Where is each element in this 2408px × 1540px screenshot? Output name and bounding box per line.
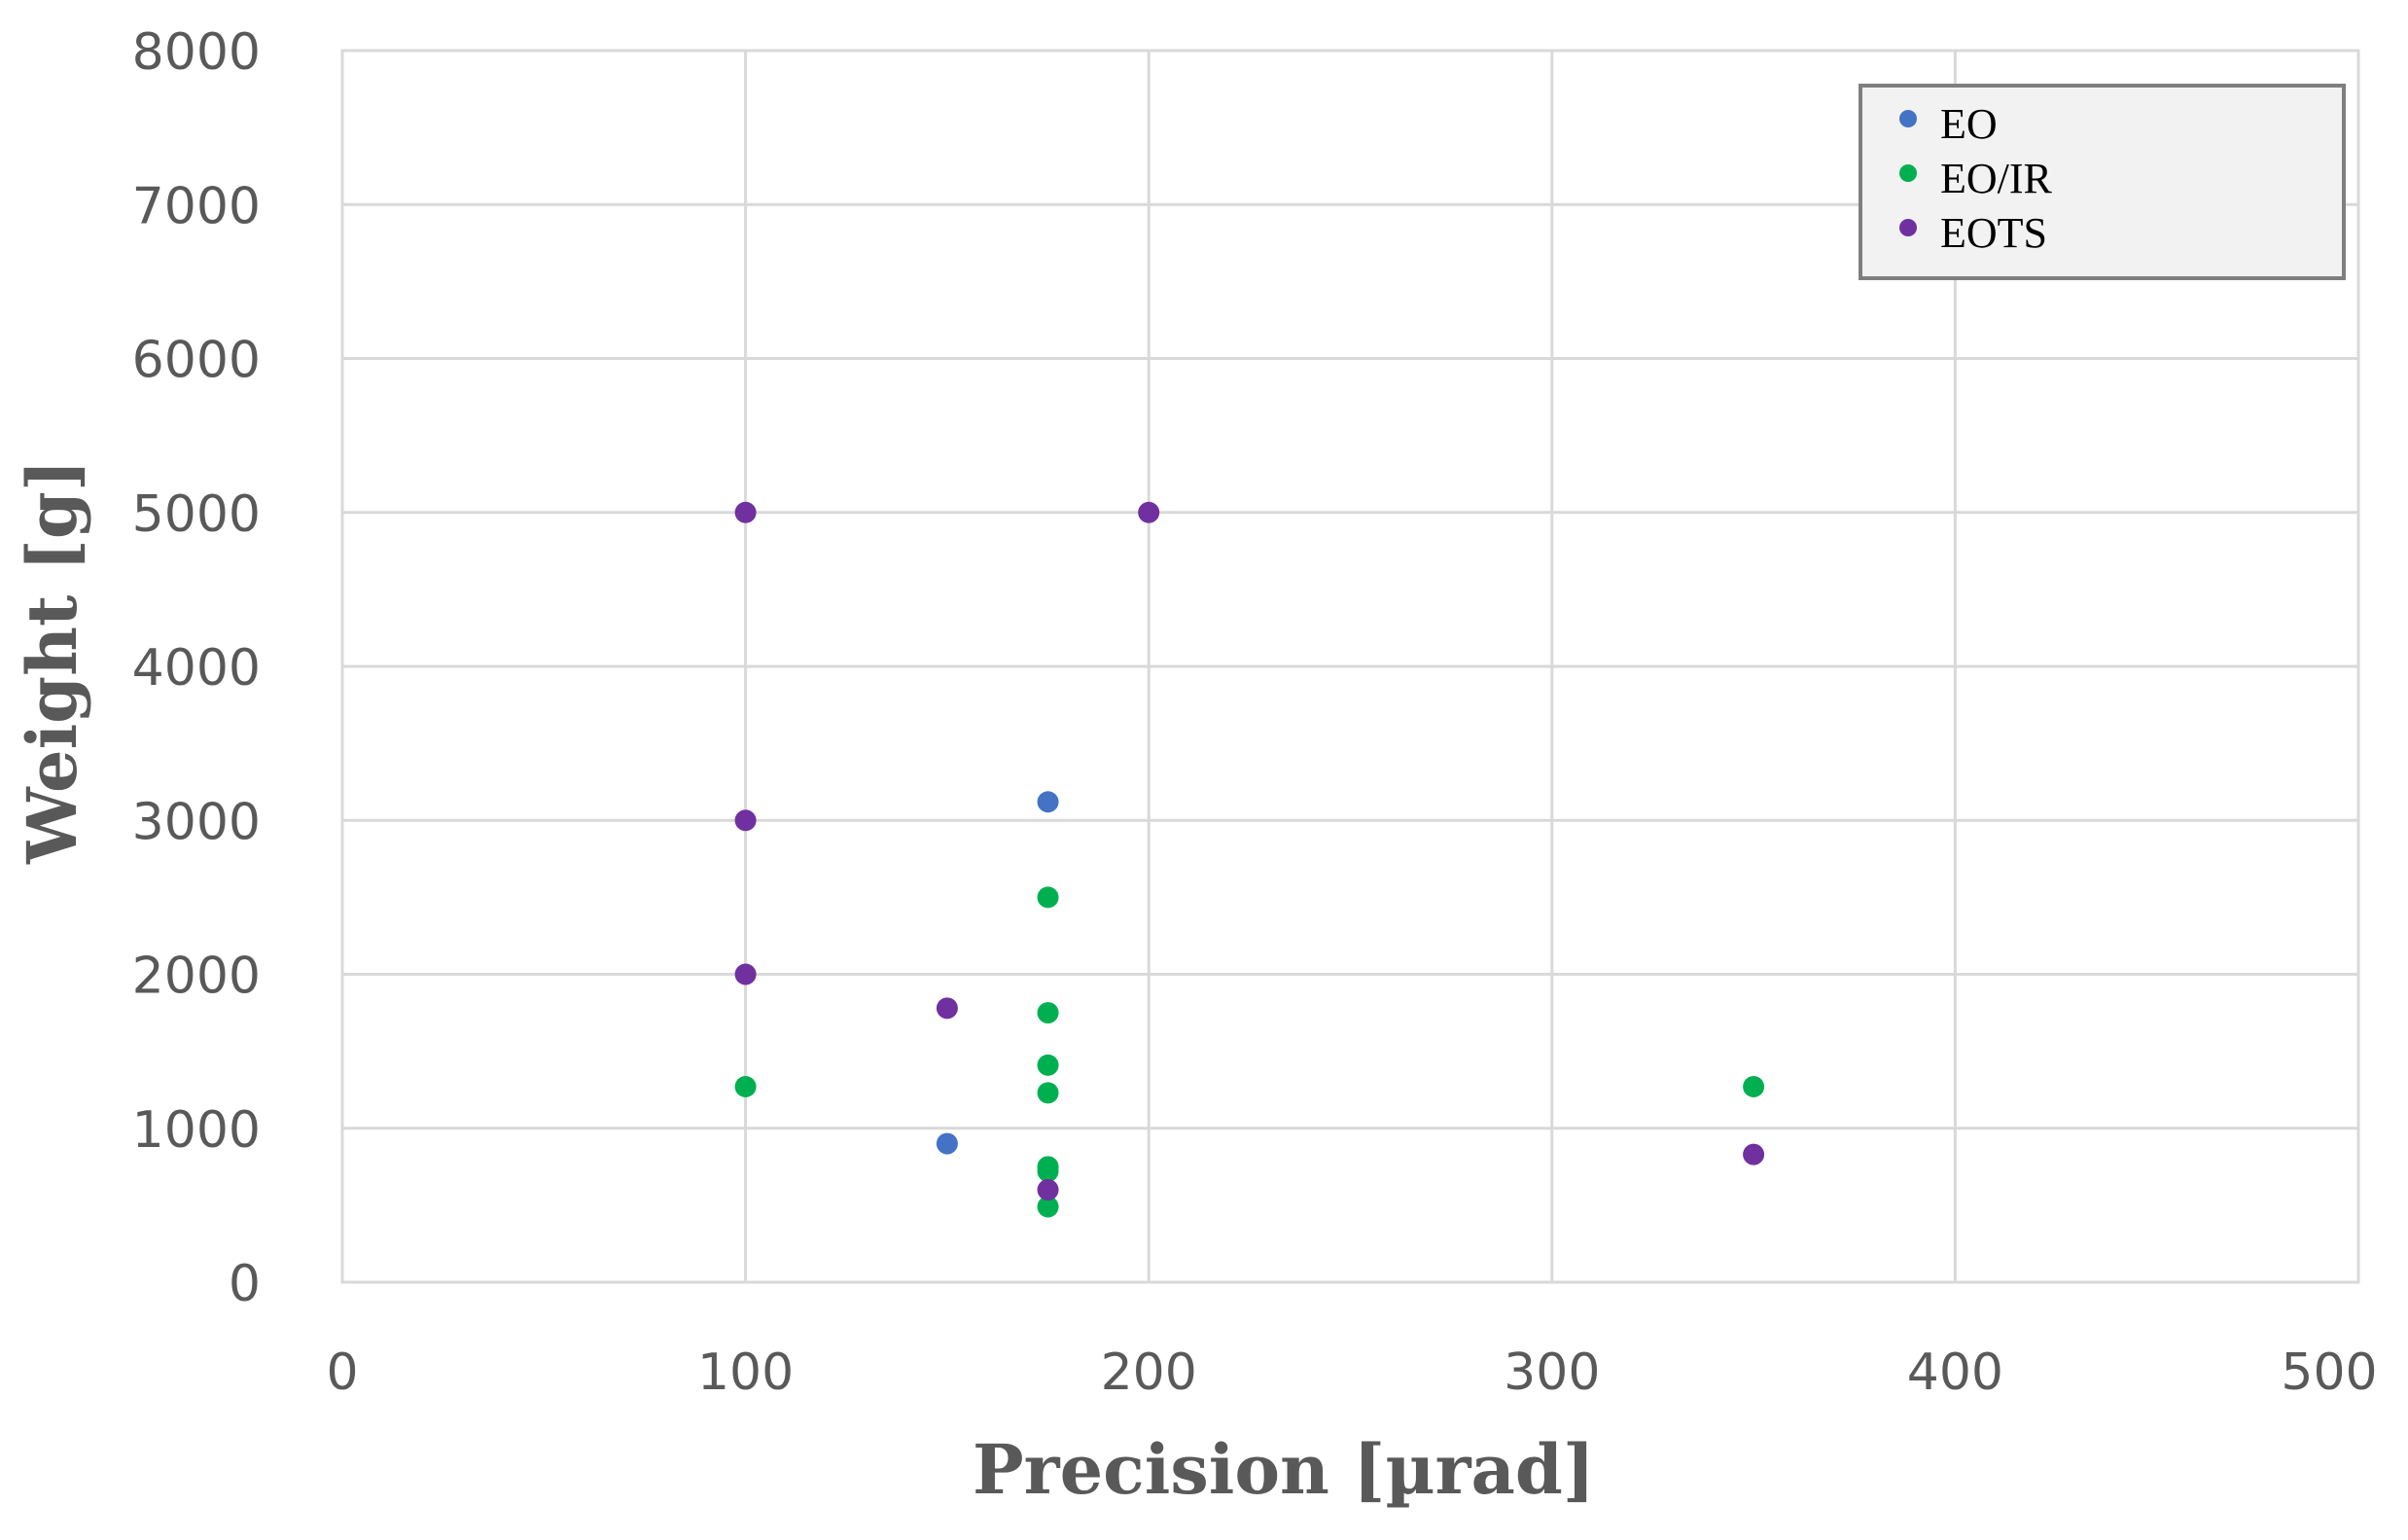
data-point [1743,1143,1765,1165]
series-eots [734,501,1765,1201]
data-point [1037,791,1059,813]
y-tick-label: 2000 [132,948,261,1006]
y-tick-label: 7000 [132,177,261,235]
y-tick-label: 8000 [132,23,261,82]
data-point [734,963,757,985]
y-tick-labels: 0 1000 2000 3000 4000 5000 6000 7000 8000 [132,23,261,1313]
legend-marker [1899,110,1917,127]
y-tick-label: 6000 [132,332,261,390]
y-tick-label: 4000 [132,639,261,698]
data-point [936,1132,958,1155]
data-point [734,1076,757,1098]
legend-box [1859,84,2346,280]
x-tick-label: 100 [697,1343,794,1402]
series-eo-ir [734,886,1765,1218]
x-tick-label: 300 [1504,1343,1600,1402]
data-point [1743,1076,1765,1098]
data-point [1037,1161,1059,1183]
y-axis-title: Weight [g] [12,459,92,865]
y-tick-label: 0 [229,1255,261,1313]
y-tick-label: 3000 [132,793,261,851]
data-point [1037,1179,1059,1201]
data-point [734,501,757,523]
legend-marker [1899,219,1917,236]
series-eo [936,791,1059,1155]
data-point [1138,501,1160,523]
y-tick-label: 5000 [132,485,261,544]
legend-marker [1899,164,1917,182]
x-axis-title: Precision [µrad] [973,1429,1595,1510]
data-point [1037,1002,1059,1024]
legend-label: EO/IR [1940,155,2053,202]
data-point [936,997,958,1020]
legend-label: EOTS [1940,209,2047,257]
legend-label: EO [1940,100,1998,148]
x-tick-label: 200 [1101,1343,1197,1402]
x-tick-label: 400 [1907,1343,2003,1402]
x-tick-labels: 0 100 200 300 400 500 [326,1343,2377,1402]
x-tick-label: 0 [326,1343,358,1402]
legend: EO EO/IR EOTS [1859,84,2346,280]
data-points [734,501,1765,1218]
data-point [1037,1196,1059,1218]
x-tick-label: 500 [2281,1343,2377,1402]
y-tick-label: 1000 [132,1101,261,1160]
data-point [734,809,757,832]
data-point [1037,1082,1059,1104]
data-point [1037,1054,1059,1076]
data-point [1037,886,1059,909]
